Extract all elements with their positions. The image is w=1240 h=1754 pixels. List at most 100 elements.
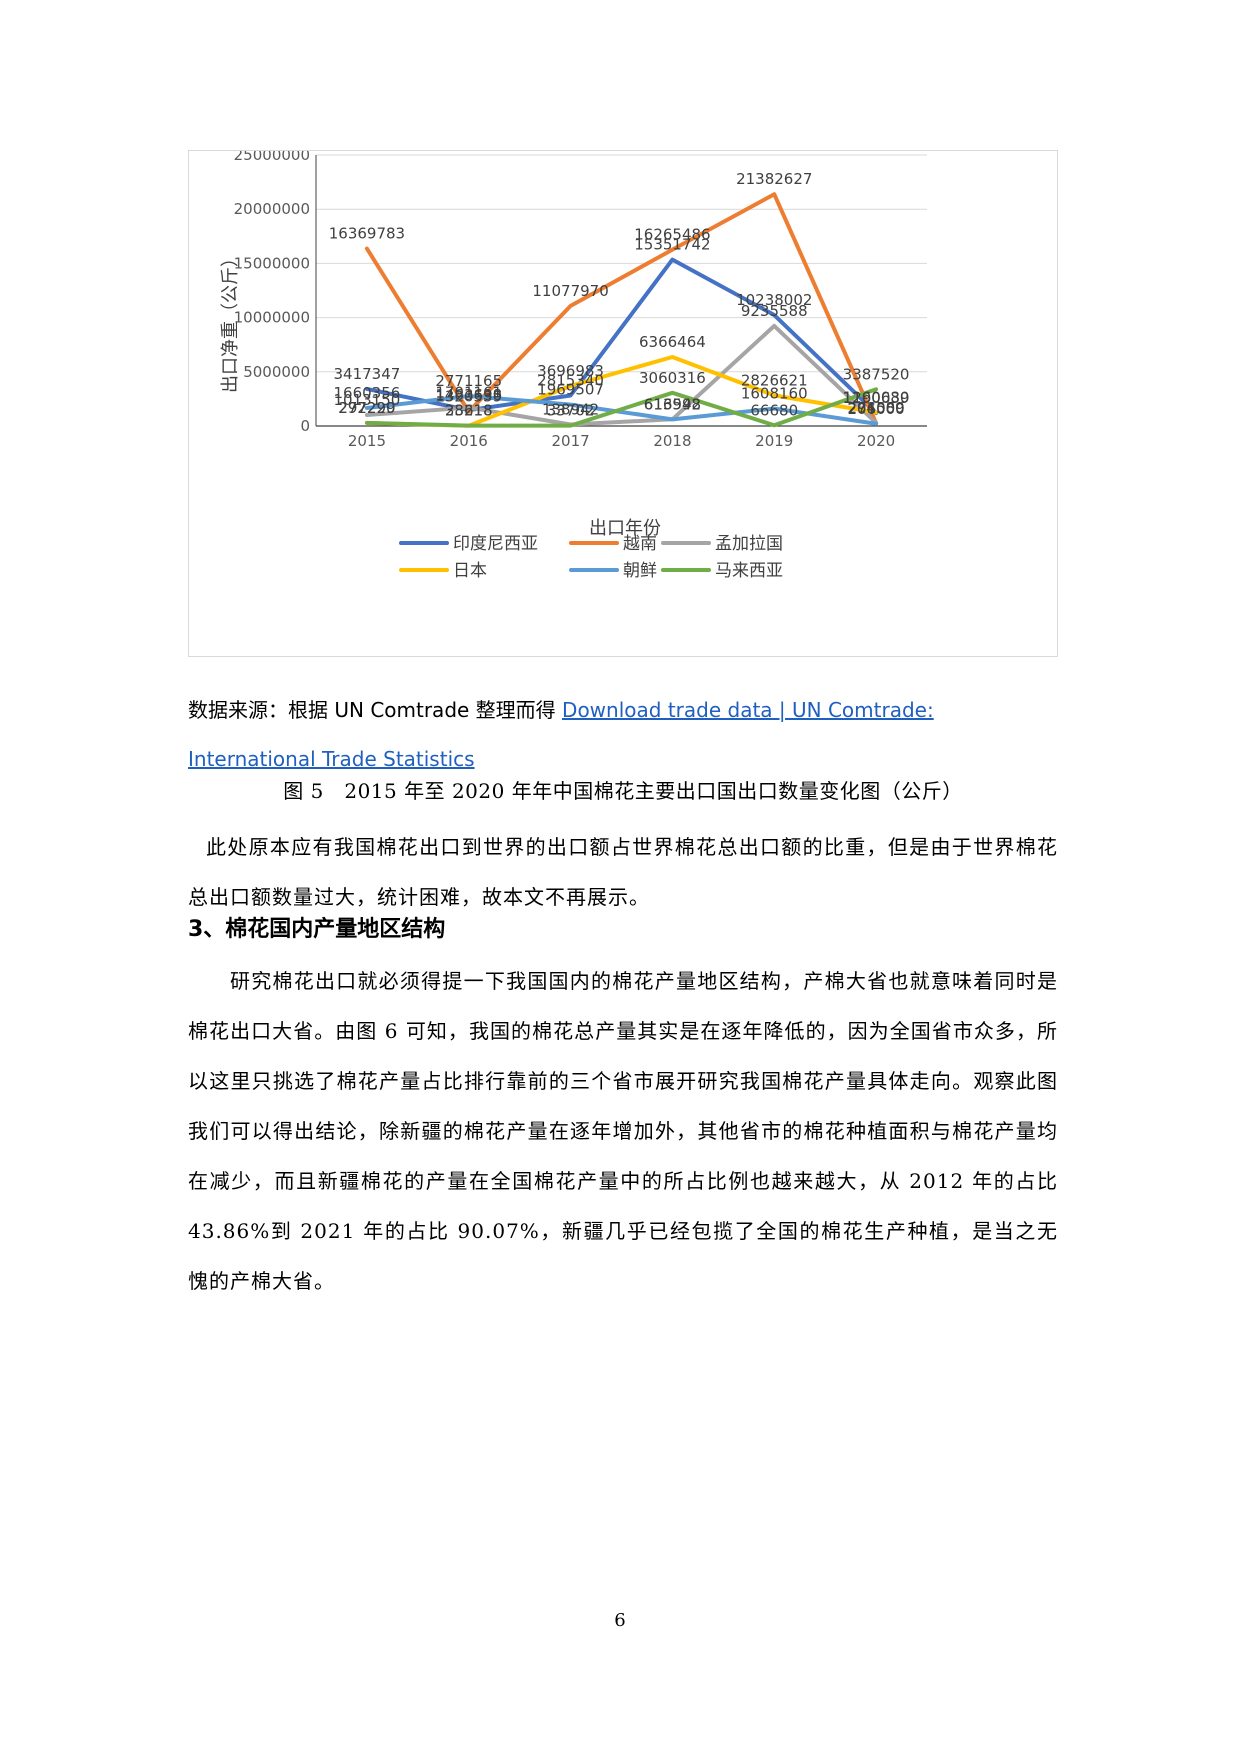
source-prefix: 数据来源：根据 UN Comtrade 整理而得: [188, 698, 563, 722]
data-label: 33702: [547, 402, 595, 420]
data-label: 277229: [338, 399, 395, 417]
data-point: [772, 423, 776, 427]
data-point: [569, 403, 573, 407]
data-point: [772, 313, 776, 317]
data-point: [467, 410, 471, 414]
data-point: [365, 247, 369, 251]
legend-label: 马来西亚: [715, 561, 783, 581]
y-axis-title: 出口净重（公斤）: [220, 249, 241, 393]
data-label: 138942: [542, 400, 599, 418]
data-label: 10238002: [736, 291, 812, 309]
legend-label: 朝鲜: [623, 561, 657, 581]
data-point: [467, 406, 471, 410]
export-volume-chart: 25000000 20000000 15000000 10000000 5000000 0…: [188, 150, 1058, 657]
data-label: 21382627: [736, 170, 812, 188]
data-point: [365, 413, 369, 417]
data-point: [772, 192, 776, 196]
data-label: 11077970: [532, 282, 608, 300]
line-chart-svg: 25000000 20000000 15000000 10000000 5000000 0…: [220, 151, 927, 581]
data-point: [569, 304, 573, 308]
data-point: [874, 422, 878, 426]
legend-label: 日本: [453, 561, 487, 581]
data-label: 1660356: [334, 384, 401, 402]
y-tick-label: 15000000: [234, 254, 310, 272]
legend-label: 印度尼西亚: [453, 534, 538, 554]
data-point: [670, 258, 674, 262]
page-number: 6: [614, 1610, 626, 1631]
data-label: 2815340: [537, 371, 604, 389]
data-point: [569, 424, 573, 428]
legend-label: 孟加拉国: [715, 534, 783, 554]
data-label: 1463638: [435, 386, 502, 404]
legend-label: 越南: [623, 534, 657, 554]
x-tick-label: 2019: [755, 432, 793, 450]
data-point: [467, 424, 471, 428]
data-label: 23218: [445, 402, 493, 420]
data-label: 2826621: [741, 371, 808, 389]
data-label: 1701161: [435, 384, 502, 402]
axes: 25000000 20000000 15000000 10000000 5000000 0…: [234, 151, 896, 450]
y-tick-label: 5000000: [243, 363, 310, 381]
data-point: [569, 393, 573, 397]
x-tick-label: 2017: [551, 432, 589, 450]
data-label: 15351742: [634, 236, 710, 254]
series-line: [364, 387, 879, 428]
data-point: [569, 384, 573, 388]
data-label: 206000: [847, 400, 904, 418]
data-point: [670, 248, 674, 252]
series-line: [364, 393, 879, 426]
data-point: [772, 393, 776, 397]
y-tick-label: 25000000: [234, 151, 310, 164]
source-link[interactable]: Download trade data | UN Comtrade: Inter…: [188, 698, 934, 771]
data-point: [874, 410, 878, 414]
data-label: 1190639: [843, 389, 910, 407]
y-tick-label: 20000000: [234, 200, 310, 218]
data-point: [365, 406, 369, 410]
paragraph-export-share: 此处原本应有我国棉花出口到世界的出口额占世界棉花总出口额的比重，但是由于世界棉花…: [188, 835, 1058, 909]
data-label: 16265486: [634, 226, 710, 244]
data-label: 292290: [338, 399, 395, 417]
data-label: 3417347: [334, 365, 401, 383]
data-label: 1608160: [741, 385, 808, 403]
data-label: 16369783: [329, 225, 405, 243]
data-point: [365, 421, 369, 425]
x-tick-label: 2020: [857, 432, 895, 450]
series-line: [364, 192, 879, 426]
data-label: 291000: [847, 399, 904, 417]
data-source-note: 数据来源：根据 UN Comtrade 整理而得 Download trade …: [188, 686, 1058, 784]
data-label: 66680: [750, 401, 798, 419]
data-label: 1969507: [537, 381, 604, 399]
data-label: 1013150: [334, 391, 401, 409]
data-label: 616948: [644, 395, 701, 413]
y-tick-label: 10000000: [234, 309, 310, 327]
data-label: 3696983: [537, 362, 604, 380]
data-point: [772, 407, 776, 411]
y-tick-label: 0: [300, 417, 310, 435]
data-point: [670, 391, 674, 395]
data-label: 2771165: [435, 372, 502, 390]
data-label: 38618: [445, 402, 493, 420]
data-label: 613592: [644, 395, 701, 413]
data-point: [670, 355, 674, 359]
data-label: 1320539: [435, 388, 502, 406]
data-label: 274589: [847, 399, 904, 417]
paragraph-production-structure: 研究棉花出口就必须得提一下我国国内的棉花产量地区结构，产棉大省也就意味着同时是棉…: [188, 969, 1058, 1293]
data-label: 6366464: [639, 333, 706, 351]
x-tick-label: 2015: [348, 432, 386, 450]
section-heading: 3、棉花国内产量地区结构: [188, 917, 446, 942]
figure-caption: 图 5 2015 年至 2020 年年中国棉花主要出口国出口数量变化图（公斤）: [283, 779, 963, 803]
x-tick-label: 2018: [653, 432, 691, 450]
data-point: [467, 394, 471, 398]
data-point: [670, 417, 674, 421]
series-line: [364, 257, 879, 416]
x-axis-title: 出口年份: [589, 518, 661, 539]
data-label: 1260080: [843, 388, 910, 406]
data-label: 3387520: [843, 365, 910, 383]
data-label: 9235588: [741, 302, 808, 320]
data-label: 3060316: [639, 369, 706, 387]
x-tick-label: 2016: [450, 432, 488, 450]
data-point: [874, 387, 878, 391]
series-lines: [364, 192, 879, 428]
data-point: [772, 324, 776, 328]
